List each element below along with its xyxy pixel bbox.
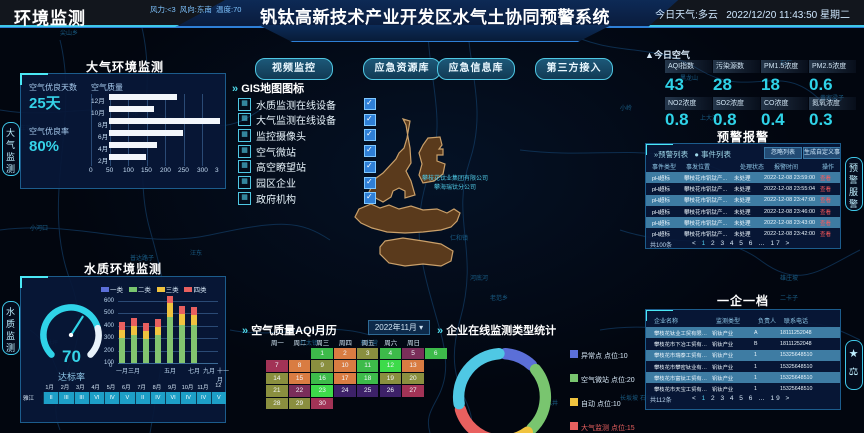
svg-text:雄庄坡: 雄庄坡 <box>780 274 798 282</box>
svg-text:老范乡: 老范乡 <box>490 294 508 302</box>
svg-text:汪东: 汪东 <box>190 249 202 257</box>
svg-text:小岭: 小岭 <box>620 104 632 112</box>
svg-text:尖山乡: 尖山乡 <box>60 29 78 37</box>
svg-text:河底河: 河底河 <box>470 274 488 282</box>
svg-text:小河口: 小河口 <box>30 224 48 232</box>
svg-text:仁和镇: 仁和镇 <box>450 234 468 242</box>
